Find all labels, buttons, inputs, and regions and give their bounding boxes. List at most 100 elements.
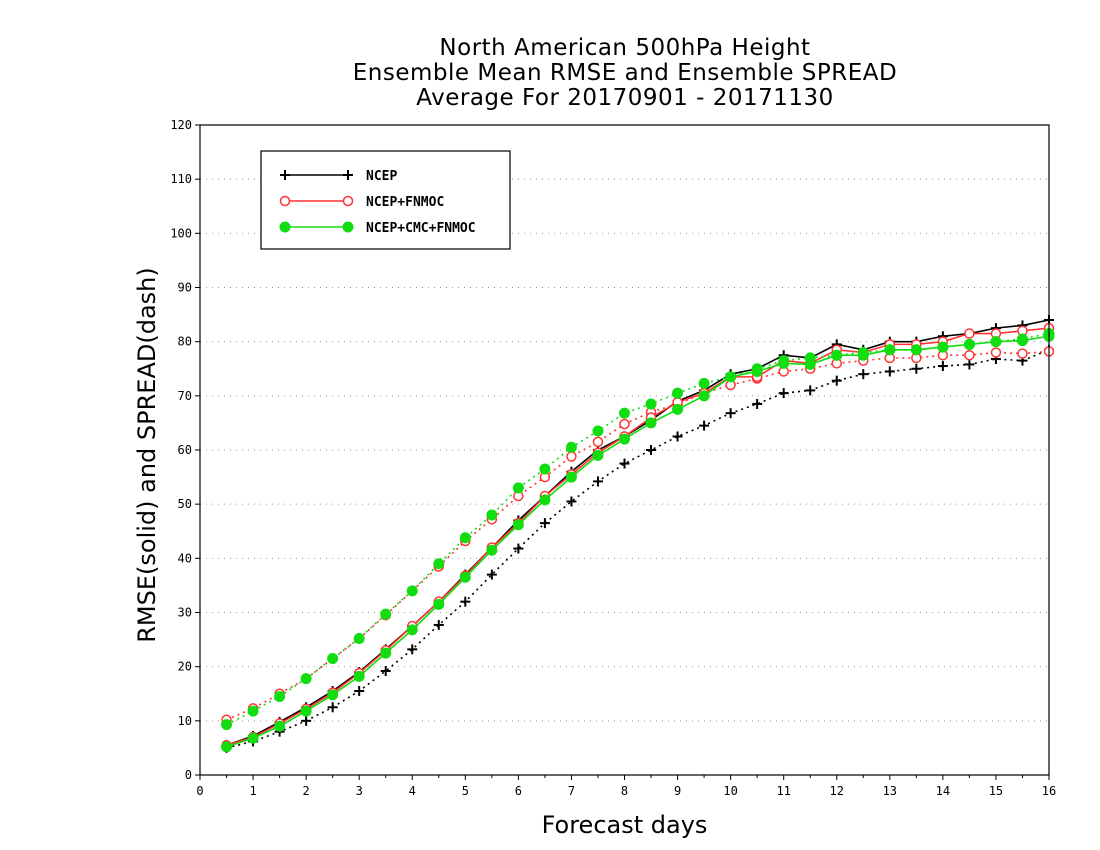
rmse-point <box>672 403 684 415</box>
rmse-point <box>831 349 843 361</box>
chart-title-line-1: North American 500hPa Height <box>439 35 811 61</box>
spread-point <box>1017 348 1028 359</box>
legend-marker-right <box>342 195 354 207</box>
rmse-point <box>459 571 471 583</box>
spread-point <box>699 420 710 431</box>
spread-point <box>301 715 312 726</box>
x-axis-label: Forecast days <box>542 811 708 839</box>
spread-point <box>592 476 603 487</box>
spread-point <box>354 686 365 697</box>
rmse-point <box>990 336 1002 348</box>
spread-point <box>645 398 657 410</box>
rmse-point <box>804 358 816 370</box>
spread-line <box>226 332 1050 726</box>
y-tick-label: 100 <box>170 226 192 240</box>
legend-entry: NCEP <box>280 169 397 184</box>
x-tick-label: 8 <box>621 784 628 798</box>
spread-point <box>380 666 391 676</box>
rmse-point <box>964 328 975 339</box>
spread-point <box>274 690 286 702</box>
rmse-line <box>226 335 1050 748</box>
x-tick-label: 0 <box>196 784 203 798</box>
y-tick-label: 60 <box>178 443 192 457</box>
spread-point <box>486 509 498 521</box>
x-tick-label: 11 <box>776 784 790 798</box>
rmse-point <box>910 344 922 356</box>
spread-point <box>513 543 524 554</box>
rmse-point <box>327 689 339 701</box>
legend-marker-left <box>280 170 290 180</box>
legend-entry: NCEP+CMC+FNMOC <box>279 221 476 236</box>
x-tick-label: 16 <box>1042 784 1056 798</box>
rmse-point <box>274 720 286 732</box>
legend: NCEP NCEP+FNMOC NCEP+CMC+FNMOC <box>260 150 511 250</box>
x-tick-label: 14 <box>936 784 950 798</box>
spread-point <box>459 532 471 544</box>
y-tick-label: 20 <box>178 660 192 674</box>
rmse-point <box>247 732 259 744</box>
rmse-point <box>221 741 233 753</box>
spread-point <box>247 705 259 717</box>
rmse-point <box>406 624 418 636</box>
y-tick-label: 120 <box>170 118 192 132</box>
spread-point <box>300 673 312 685</box>
legend-label: NCEP+FNMOC <box>366 195 444 210</box>
rmse-point <box>698 390 710 402</box>
spread-point <box>539 518 550 529</box>
spread-point <box>619 418 630 430</box>
x-tick-label: 12 <box>830 784 844 798</box>
spread-point <box>805 385 816 396</box>
x-tick-label: 5 <box>462 784 469 798</box>
spread-point <box>990 347 1002 358</box>
spread-point <box>858 369 869 380</box>
spread-point <box>221 719 233 731</box>
x-tick-label: 9 <box>674 784 681 798</box>
spread-point <box>327 702 338 713</box>
rmse-point <box>884 344 896 356</box>
rmse-point <box>353 670 365 682</box>
rmse-point <box>963 338 975 350</box>
rmse-point <box>592 449 604 461</box>
spread-point <box>433 619 444 630</box>
rmse-line <box>226 319 1050 746</box>
spread-point <box>619 407 630 419</box>
x-tick-label: 10 <box>723 784 737 798</box>
legend-marker-left <box>279 195 291 207</box>
legend-box <box>260 150 511 250</box>
spread-point <box>937 361 948 372</box>
y-tick-label: 70 <box>178 389 192 403</box>
y-tick-label: 90 <box>178 281 192 295</box>
spread-point <box>512 482 524 494</box>
y-tick-label: 40 <box>178 551 192 565</box>
rmse-point <box>300 705 312 717</box>
spread-point <box>566 496 577 507</box>
rmse-point <box>486 544 498 556</box>
spread-point <box>592 425 604 437</box>
spread-point <box>778 388 789 399</box>
y-tick-label: 50 <box>178 497 192 511</box>
legend-entry: NCEP+FNMOC <box>279 195 444 210</box>
legend-marker-right <box>343 170 353 180</box>
legend-marker-right <box>342 221 354 233</box>
spread-point <box>911 363 922 374</box>
legend-label: NCEP+CMC+FNMOC <box>366 221 476 236</box>
spread-point <box>565 441 577 453</box>
y-tick-label: 10 <box>178 714 192 728</box>
spread-point <box>433 558 445 570</box>
y-tick-label: 110 <box>170 172 192 186</box>
spread-point <box>964 349 975 361</box>
y-tick-label: 0 <box>185 768 192 782</box>
series-ncep-cmc-fnmoc <box>221 328 1055 753</box>
rmse-point <box>433 598 445 610</box>
series-ncep <box>221 315 1054 753</box>
spread-point <box>327 653 339 665</box>
spread-point <box>592 436 604 448</box>
y-tick-label: 80 <box>178 335 192 349</box>
spread-point <box>486 569 497 580</box>
x-tick-label: 13 <box>883 784 897 798</box>
spread-point <box>884 366 895 377</box>
x-tick-label: 7 <box>568 784 575 798</box>
rmse-point <box>380 647 392 659</box>
